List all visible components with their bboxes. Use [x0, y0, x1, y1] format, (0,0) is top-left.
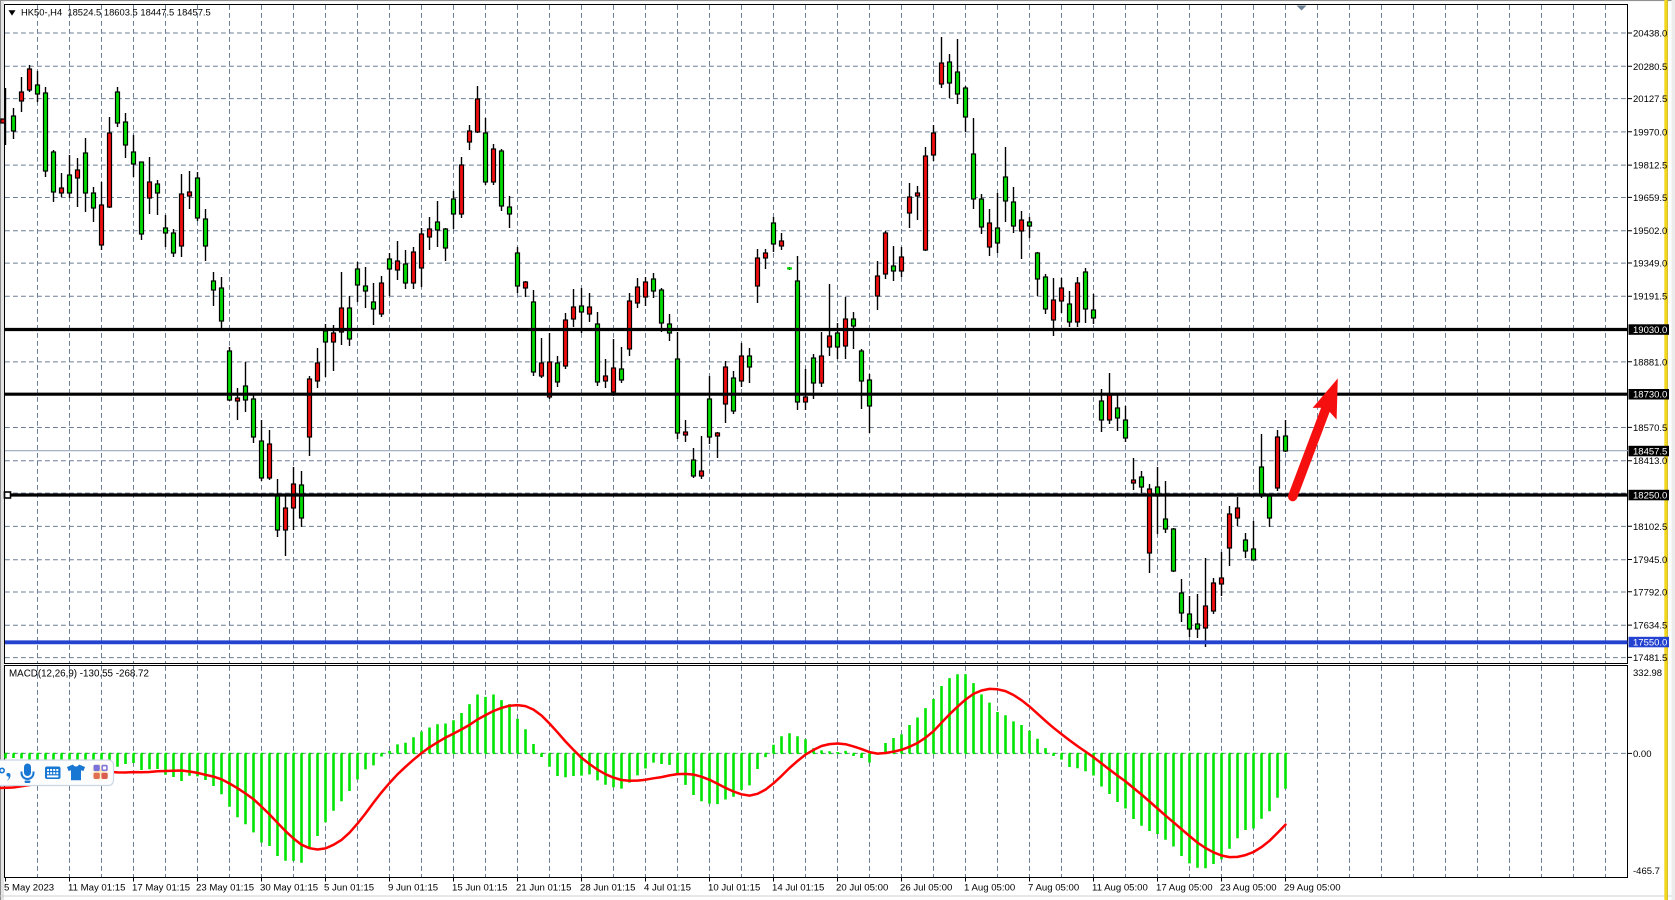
svg-text:19812.5: 19812.5: [1633, 161, 1667, 172]
svg-text:10 Jul 01:15: 10 Jul 01:15: [708, 883, 760, 894]
svg-text:19970.0: 19970.0: [1633, 127, 1667, 138]
svg-text:17792.0: 17792.0: [1633, 587, 1667, 598]
svg-text:20127.5: 20127.5: [1633, 94, 1667, 105]
svg-text:19030.0: 19030.0: [1633, 325, 1667, 336]
svg-text:29 Aug 05:00: 29 Aug 05:00: [1284, 883, 1341, 894]
svg-text:26 Jul 05:00: 26 Jul 05:00: [900, 883, 952, 894]
svg-text:18570.5: 18570.5: [1633, 423, 1667, 434]
svg-text:18413.0: 18413.0: [1633, 456, 1667, 467]
svg-text:21 Jun 01:15: 21 Jun 01:15: [516, 883, 571, 894]
svg-text:28 Jun 01:15: 28 Jun 01:15: [580, 883, 635, 894]
svg-text:9 Jun 01:15: 9 Jun 01:15: [388, 883, 438, 894]
svg-text:15 Jun 01:15: 15 Jun 01:15: [452, 883, 507, 894]
svg-text:19191.5: 19191.5: [1633, 292, 1667, 303]
svg-text:11 Aug 05:00: 11 Aug 05:00: [1092, 883, 1148, 894]
svg-text:17 May 01:15: 17 May 01:15: [132, 883, 190, 894]
svg-text:17634.5: 17634.5: [1633, 621, 1667, 632]
svg-text:30 May 01:15: 30 May 01:15: [260, 883, 318, 894]
svg-text:17945.0: 17945.0: [1633, 555, 1667, 566]
svg-text:1 Aug 05:00: 1 Aug 05:00: [964, 883, 1015, 894]
svg-text:20 Jul 05:00: 20 Jul 05:00: [836, 883, 888, 894]
svg-text:17550.0: 17550.0: [1633, 638, 1667, 649]
svg-text:0.00: 0.00: [1633, 749, 1652, 760]
svg-text:4 Jul 01:15: 4 Jul 01:15: [644, 883, 691, 894]
svg-text:14 Jul 01:15: 14 Jul 01:15: [772, 883, 824, 894]
svg-text:20280.5: 20280.5: [1633, 62, 1667, 73]
svg-text:18457.5: 18457.5: [1633, 447, 1667, 458]
svg-text:11 May 01:15: 11 May 01:15: [68, 883, 125, 894]
svg-text:332.98: 332.98: [1633, 668, 1662, 679]
svg-text:20438.0: 20438.0: [1633, 29, 1667, 40]
svg-text:17481.5: 17481.5: [1633, 653, 1667, 664]
svg-text:23 May 01:15: 23 May 01:15: [196, 883, 254, 894]
svg-text:5 May 2023: 5 May 2023: [4, 883, 54, 894]
svg-text:19502.0: 19502.0: [1633, 226, 1667, 237]
svg-text:18881.0: 18881.0: [1633, 357, 1667, 368]
svg-text:23 Aug 05:00: 23 Aug 05:00: [1220, 883, 1277, 894]
svg-text:-465.7: -465.7: [1633, 866, 1660, 877]
svg-text:5 Jun 01:15: 5 Jun 01:15: [324, 883, 374, 894]
svg-text:7 Aug 05:00: 7 Aug 05:00: [1028, 883, 1079, 894]
svg-text:18102.5: 18102.5: [1633, 522, 1667, 533]
svg-text:HK50-,H4 18524.5 18603.5 1844: HK50-,H4 18524.5 18603.5 18447.5 18457.5: [21, 6, 211, 17]
svg-text:17 Aug 05:00: 17 Aug 05:00: [1156, 883, 1213, 894]
svg-text:MACD(12,26,9) -130.55 -268.72: MACD(12,26,9) -130.55 -268.72: [9, 669, 149, 680]
svg-text:18250.0: 18250.0: [1633, 491, 1667, 502]
svg-text:18730.0: 18730.0: [1633, 390, 1667, 401]
svg-text:19659.5: 19659.5: [1633, 193, 1667, 204]
svg-text:19349.0: 19349.0: [1633, 259, 1667, 270]
